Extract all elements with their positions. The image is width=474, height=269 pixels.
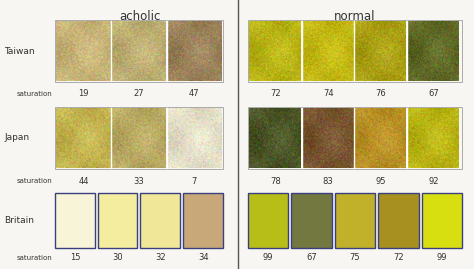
Text: 72: 72 <box>270 90 281 98</box>
Bar <box>167 21 221 81</box>
Text: 27: 27 <box>134 90 144 98</box>
Bar <box>111 21 166 81</box>
Bar <box>55 193 95 248</box>
Text: 78: 78 <box>270 176 281 186</box>
Text: 83: 83 <box>323 176 334 186</box>
Text: saturation: saturation <box>16 178 52 184</box>
Text: 15: 15 <box>70 253 80 263</box>
Bar <box>56 108 110 168</box>
Bar <box>355 108 406 168</box>
Bar <box>167 108 221 168</box>
Text: 92: 92 <box>428 176 439 186</box>
Bar <box>55 20 223 82</box>
Text: saturation: saturation <box>16 255 52 261</box>
Bar <box>56 21 110 81</box>
Bar <box>248 20 462 82</box>
Text: 32: 32 <box>155 253 166 263</box>
Bar <box>248 193 288 248</box>
Bar <box>183 193 223 248</box>
Bar <box>407 21 459 81</box>
Text: 7: 7 <box>191 176 197 186</box>
Text: saturation: saturation <box>16 91 52 97</box>
Text: 34: 34 <box>198 253 209 263</box>
Text: 75: 75 <box>350 253 360 263</box>
Bar <box>407 108 459 168</box>
Bar <box>55 107 223 169</box>
Bar <box>302 21 354 81</box>
Text: Japan: Japan <box>4 133 29 143</box>
Bar <box>292 193 332 248</box>
Text: 95: 95 <box>375 176 386 186</box>
Text: Taiwan: Taiwan <box>4 47 35 55</box>
Text: 76: 76 <box>375 90 386 98</box>
Bar <box>421 193 462 248</box>
Bar <box>249 108 301 168</box>
Bar <box>378 193 419 248</box>
Bar <box>335 193 375 248</box>
Text: 47: 47 <box>189 90 200 98</box>
Bar <box>355 21 406 81</box>
Bar <box>302 108 354 168</box>
Text: 99: 99 <box>263 253 273 263</box>
Text: 67: 67 <box>306 253 317 263</box>
Text: 72: 72 <box>393 253 404 263</box>
Text: 33: 33 <box>134 176 145 186</box>
Text: 67: 67 <box>428 90 439 98</box>
Bar <box>248 107 462 169</box>
Text: 44: 44 <box>78 176 89 186</box>
Bar <box>98 193 137 248</box>
Text: 19: 19 <box>78 90 89 98</box>
Text: 74: 74 <box>323 90 333 98</box>
Bar <box>111 108 166 168</box>
Text: 30: 30 <box>112 253 123 263</box>
Text: 99: 99 <box>437 253 447 263</box>
Text: Britain: Britain <box>4 216 34 225</box>
Text: acholic: acholic <box>119 10 161 23</box>
Bar <box>249 21 301 81</box>
Text: normal: normal <box>334 10 376 23</box>
Bar <box>140 193 180 248</box>
